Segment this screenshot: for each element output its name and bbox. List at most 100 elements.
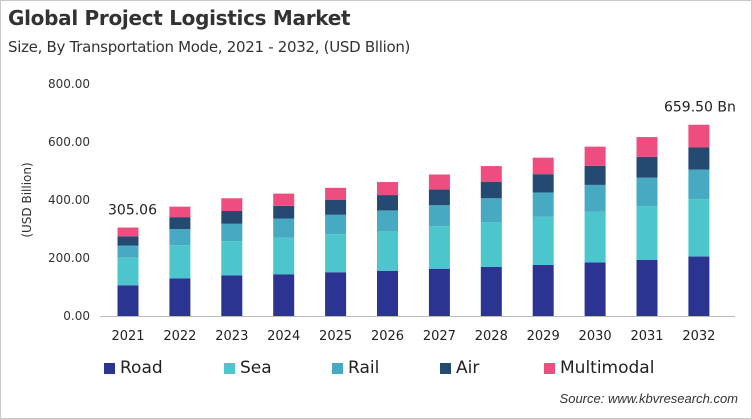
bar-segment-rail-2026 xyxy=(377,210,398,232)
x-tick-label: 2022 xyxy=(163,329,196,344)
bar-segment-road-2030 xyxy=(584,262,606,316)
bar-segment-road-2021 xyxy=(117,285,139,316)
x-tick-label: 2023 xyxy=(215,329,248,344)
x-tick-label: 2029 xyxy=(527,329,560,344)
data-label-2021: 305.06 xyxy=(108,203,157,219)
bar-segment-air-2021 xyxy=(117,236,139,246)
x-tick-label: 2028 xyxy=(475,329,508,344)
x-tick-label: 2026 xyxy=(371,329,404,344)
bar-segment-rail-2027 xyxy=(428,205,450,227)
y-tick-label: 800.00 xyxy=(48,77,90,91)
bar-segment-multimodal-2024 xyxy=(273,193,295,206)
bar-segment-multimodal-2029 xyxy=(532,157,554,175)
bar-segment-air-2025 xyxy=(325,200,347,215)
bar-segment-sea-2028 xyxy=(480,222,502,267)
legend-swatch xyxy=(544,362,555,374)
x-tick-label: 2030 xyxy=(579,329,612,344)
legend-item-air: Air xyxy=(440,358,479,378)
bar-segment-sea-2021 xyxy=(117,257,139,286)
bar-segment-sea-2026 xyxy=(377,231,398,271)
bar-segment-sea-2023 xyxy=(221,241,243,276)
chart-title: Global Project Logistics Market xyxy=(8,6,351,30)
bar-segment-air-2028 xyxy=(480,182,502,199)
y-tick-label: 400.00 xyxy=(48,193,90,207)
bar-segment-road-2026 xyxy=(377,270,398,316)
bar-segment-rail-2029 xyxy=(532,192,554,217)
bar-segment-road-2027 xyxy=(428,268,450,316)
x-tick-label: 2031 xyxy=(630,329,663,344)
bar-segment-road-2029 xyxy=(532,264,554,316)
x-tick-label: 2021 xyxy=(111,329,144,344)
chart-subtitle: Size, By Transportation Mode, 2021 - 203… xyxy=(8,38,411,56)
bar-segment-road-2024 xyxy=(273,274,295,316)
bar-segment-sea-2030 xyxy=(584,211,606,263)
bar-segment-road-2025 xyxy=(325,272,347,316)
y-tick-label: 600.00 xyxy=(48,135,90,149)
bar-segment-multimodal-2028 xyxy=(480,166,502,183)
legend-swatch xyxy=(440,362,451,374)
bar-segment-sea-2029 xyxy=(532,216,554,265)
legend-item-multimodal: Multimodal xyxy=(544,358,654,378)
legend-label: Road xyxy=(120,358,163,378)
y-axis-label: (USD Billion) xyxy=(20,162,34,237)
bar-segment-sea-2027 xyxy=(428,226,450,269)
bar-segment-multimodal-2022 xyxy=(169,206,191,218)
bar-segment-road-2032 xyxy=(688,256,710,316)
y-tick-label: 0.00 xyxy=(63,309,90,323)
bar-segment-air-2024 xyxy=(273,205,295,219)
bar-segment-multimodal-2032 xyxy=(688,124,710,148)
legend-swatch xyxy=(104,362,115,374)
legend-label: Multimodal xyxy=(560,358,655,378)
legend-item-sea: Sea xyxy=(224,358,272,378)
bar-segment-multimodal-2021 xyxy=(117,227,139,237)
x-tick-label: 2024 xyxy=(267,329,300,344)
legend-item-rail: Rail xyxy=(332,358,379,378)
y-tick-label: 200.00 xyxy=(48,251,90,265)
bar-segment-sea-2024 xyxy=(273,237,295,275)
source-note: Source: www.kbvresearch.com xyxy=(559,391,738,406)
x-tick-label: 2032 xyxy=(682,329,715,344)
bar-segment-multimodal-2023 xyxy=(221,198,243,212)
bar-segment-multimodal-2030 xyxy=(584,146,606,166)
bar-segment-sea-2025 xyxy=(325,234,347,273)
bar-segment-air-2023 xyxy=(221,211,243,224)
bar-segment-multimodal-2026 xyxy=(377,182,398,196)
bar-segment-air-2030 xyxy=(584,165,606,185)
bar-segment-multimodal-2031 xyxy=(636,137,658,157)
bar-segment-sea-2031 xyxy=(636,206,658,260)
legend-swatch xyxy=(332,362,343,374)
x-tick-label: 2025 xyxy=(319,329,352,344)
legend-label: Air xyxy=(456,358,480,378)
bar-segment-sea-2032 xyxy=(688,199,710,257)
data-label-2032: 659.50 Bn xyxy=(664,100,736,116)
legend: Road Sea Rail Air Multimodal xyxy=(0,358,752,382)
legend-item-road: Road xyxy=(104,358,163,378)
bar-segment-multimodal-2027 xyxy=(428,174,450,190)
bar-segment-air-2031 xyxy=(636,156,658,178)
bar-segment-rail-2022 xyxy=(169,229,191,246)
bar-segment-road-2023 xyxy=(221,275,243,316)
bar-segment-rail-2031 xyxy=(636,177,658,207)
bar-segment-sea-2022 xyxy=(169,245,191,279)
bar-segment-air-2032 xyxy=(688,147,710,170)
bar-segment-rail-2032 xyxy=(688,169,710,200)
legend-swatch xyxy=(224,362,235,374)
bar-segment-road-2028 xyxy=(480,266,502,316)
bar-segment-air-2027 xyxy=(428,189,450,206)
bar-segment-road-2022 xyxy=(169,278,191,316)
bar-segment-rail-2023 xyxy=(221,223,243,242)
x-tick-label: 2027 xyxy=(423,329,456,344)
bar-segment-multimodal-2025 xyxy=(325,187,347,200)
bar-segment-air-2026 xyxy=(377,195,398,211)
bar-segment-air-2029 xyxy=(532,174,554,193)
bar-segment-rail-2030 xyxy=(584,184,606,212)
bar-segment-road-2031 xyxy=(636,259,658,316)
bar-segment-rail-2021 xyxy=(117,245,139,258)
legend-label: Rail xyxy=(348,358,380,378)
bar-segment-rail-2024 xyxy=(273,218,295,238)
legend-label: Sea xyxy=(240,358,272,378)
bar-segment-air-2022 xyxy=(169,217,191,229)
bar-segment-rail-2028 xyxy=(480,198,502,223)
bar-segment-rail-2025 xyxy=(325,214,347,235)
